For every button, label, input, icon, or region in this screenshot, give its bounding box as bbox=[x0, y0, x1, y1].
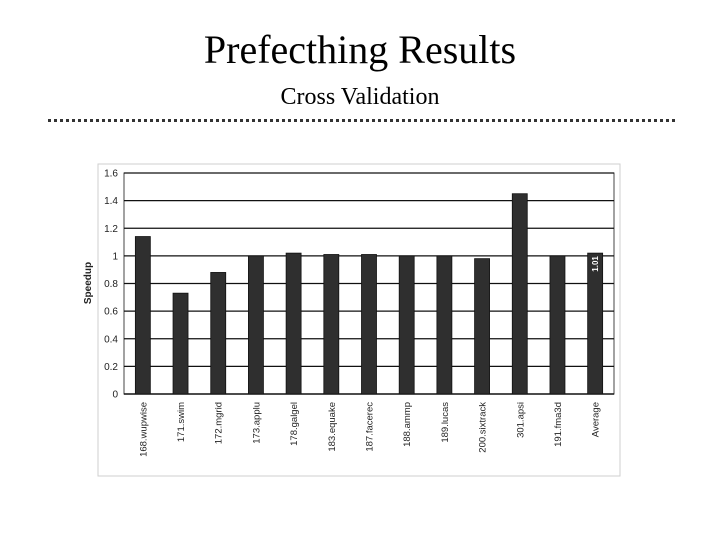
bar-171-swim bbox=[172, 292, 189, 395]
y-tick-label: 0.2 bbox=[104, 362, 118, 373]
x-tick-label: Average bbox=[591, 402, 602, 437]
bar-200-sixtrack bbox=[474, 258, 490, 395]
bar-301-apsi bbox=[511, 193, 528, 395]
bar-189-lucas bbox=[436, 255, 453, 395]
x-tick-label: 187.facerec bbox=[365, 402, 376, 452]
y-axis-label: Speedup bbox=[83, 262, 94, 304]
bar-annotation: 1.01 bbox=[591, 256, 600, 272]
bar-173-applu bbox=[248, 255, 264, 395]
y-tick-label: 1.4 bbox=[104, 196, 118, 207]
x-tick-label: 301.apsi bbox=[515, 402, 526, 438]
chart-frame bbox=[97, 163, 621, 477]
bar-average bbox=[587, 252, 604, 395]
y-tick-label: 1.2 bbox=[104, 224, 118, 235]
y-tick-label: 0.6 bbox=[104, 307, 118, 318]
y-tick-labels: 0 0.2 0.4 0.6 0.8 1 1.2 1.4 1.6 bbox=[104, 169, 118, 401]
bar-172-mgrid bbox=[210, 272, 227, 395]
x-tick-label: 189.lucas bbox=[440, 402, 451, 443]
y-tick-label: 1 bbox=[112, 251, 118, 262]
bar-188-ammp bbox=[398, 255, 415, 395]
slide-subtitle: Cross Validation bbox=[280, 84, 440, 110]
bar-191-fma3d bbox=[549, 255, 566, 395]
y-tick-label: 0.4 bbox=[104, 334, 118, 345]
x-tick-label: 168.wupwise bbox=[138, 402, 149, 457]
title-divider bbox=[48, 119, 675, 122]
x-tick-label: 183.equake bbox=[327, 402, 338, 452]
slide-title: Prefecthing Results bbox=[203, 27, 517, 72]
x-tick-label: 173.applu bbox=[251, 402, 262, 444]
bar-187-facerec bbox=[361, 254, 377, 395]
x-tick-label: 188.ammp bbox=[402, 402, 413, 447]
y-tick-label: 0.8 bbox=[104, 279, 118, 290]
bars bbox=[134, 193, 604, 395]
bar-178-galgel bbox=[285, 252, 302, 395]
bar-183-equake bbox=[323, 254, 340, 395]
x-tick-label: 172.mgrid bbox=[214, 402, 225, 444]
x-tick-label: 171.swim bbox=[176, 402, 187, 442]
x-tick-label: 200.sixtrack bbox=[478, 402, 489, 453]
x-tick-label: 191.fma3d bbox=[553, 402, 564, 447]
y-tick-label: 0 bbox=[112, 390, 118, 401]
bar-168-wupwise bbox=[134, 236, 151, 395]
x-tick-labels: 168.wupwise 171.swim 172.mgrid 173.applu 178… bbox=[138, 402, 601, 457]
x-tick-label: 178.galgel bbox=[289, 402, 300, 446]
y-tick-label: 1.6 bbox=[104, 169, 118, 180]
annotations: 1.01 bbox=[591, 256, 600, 272]
